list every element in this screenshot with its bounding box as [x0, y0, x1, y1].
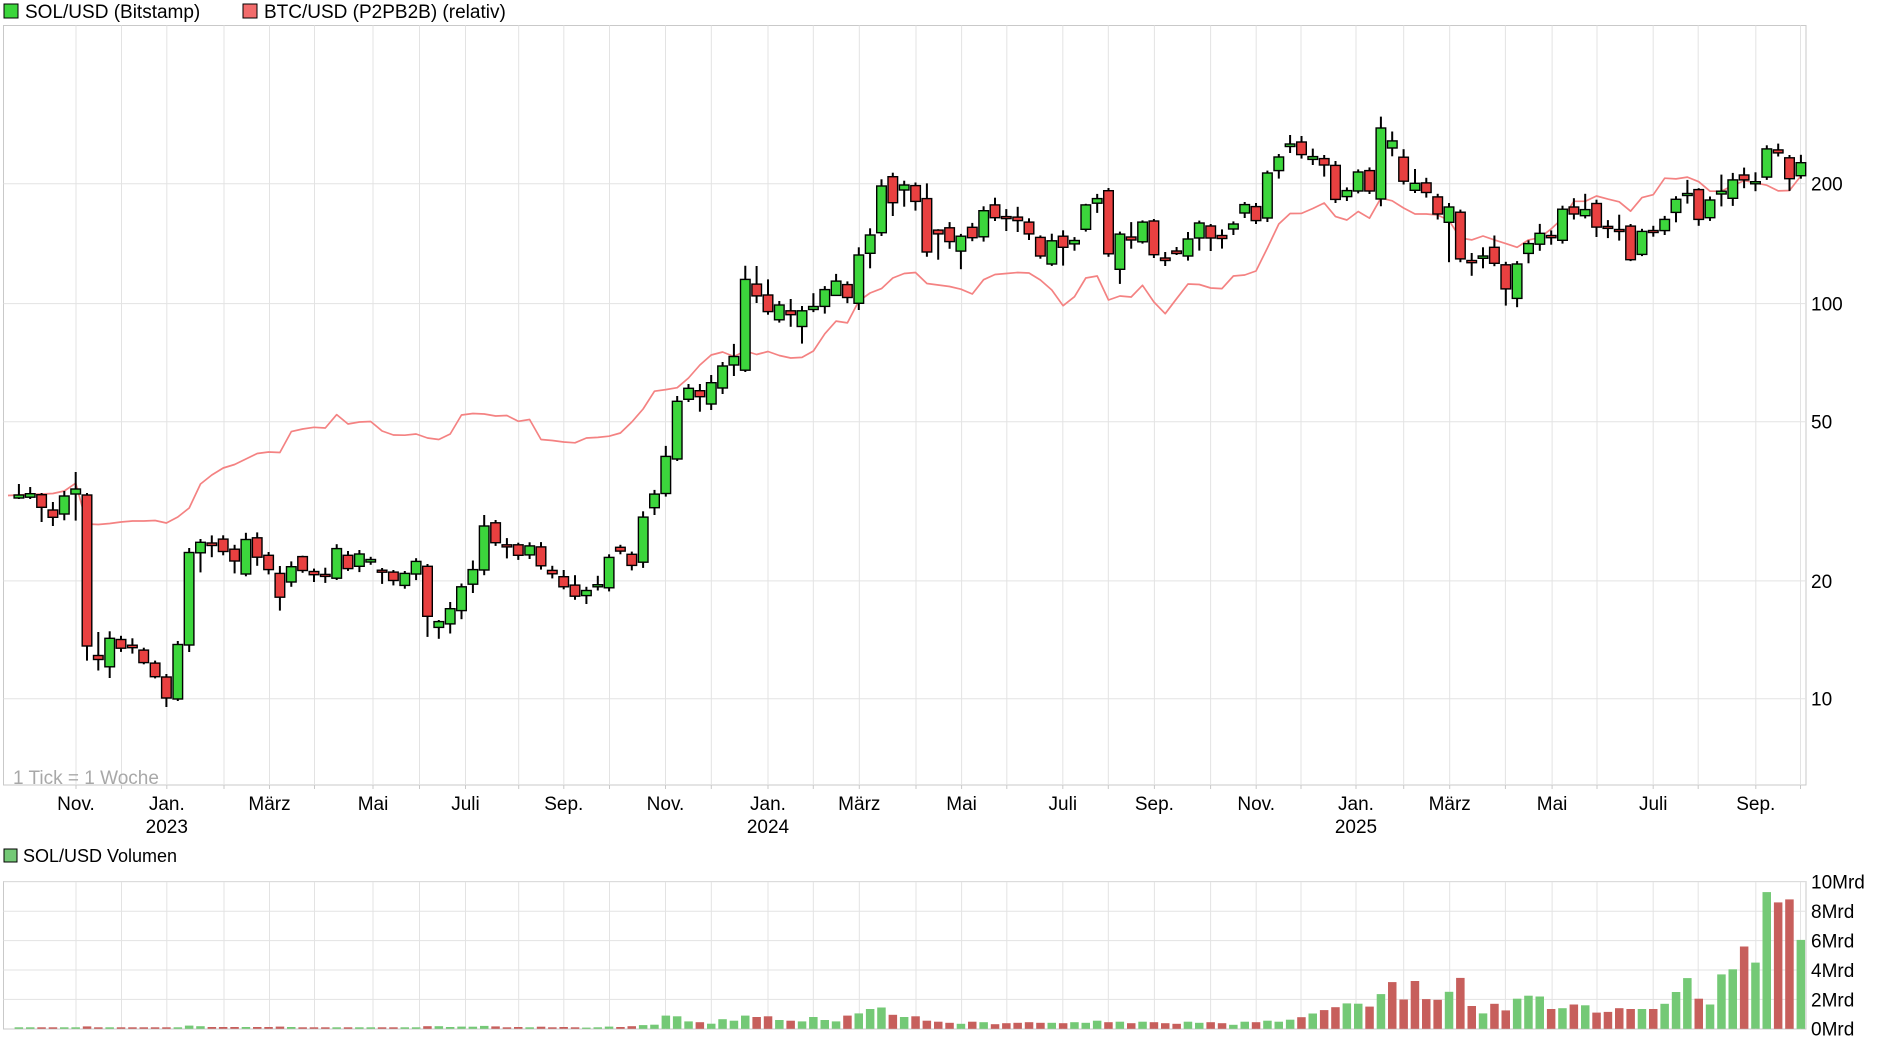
svg-text:Sep.: Sep. [544, 794, 583, 815]
svg-text:100: 100 [1811, 295, 1843, 316]
svg-text:6Mrd: 6Mrd [1811, 932, 1854, 953]
svg-text:Sep.: Sep. [1736, 794, 1775, 815]
svg-text:Jan.: Jan. [149, 794, 185, 815]
svg-text:4Mrd: 4Mrd [1811, 961, 1854, 982]
svg-text:Juli: Juli [1049, 794, 1078, 815]
svg-text:März: März [838, 794, 880, 815]
svg-text:1 Tick = 1 Woche: 1 Tick = 1 Woche [13, 768, 159, 789]
svg-text:März: März [1429, 794, 1471, 815]
svg-text:SOL/USD (Bitstamp): SOL/USD (Bitstamp) [25, 2, 200, 23]
svg-text:2023: 2023 [146, 817, 188, 838]
svg-text:Juli: Juli [1639, 794, 1668, 815]
svg-text:50: 50 [1811, 413, 1832, 434]
svg-text:März: März [248, 794, 290, 815]
svg-text:Mai: Mai [358, 794, 389, 815]
svg-text:200: 200 [1811, 175, 1843, 196]
svg-text:Jan.: Jan. [750, 794, 786, 815]
svg-text:10Mrd: 10Mrd [1811, 873, 1865, 894]
svg-text:0Mrd: 0Mrd [1811, 1020, 1854, 1041]
svg-text:Nov.: Nov. [647, 794, 685, 815]
svg-text:20: 20 [1811, 572, 1832, 593]
svg-text:Nov.: Nov. [1237, 794, 1275, 815]
svg-text:10: 10 [1811, 690, 1832, 711]
svg-text:2024: 2024 [747, 817, 790, 838]
svg-text:Sep.: Sep. [1135, 794, 1174, 815]
svg-text:Nov.: Nov. [57, 794, 95, 815]
svg-text:2Mrd: 2Mrd [1811, 990, 1854, 1011]
svg-text:8Mrd: 8Mrd [1811, 902, 1854, 923]
svg-text:Mai: Mai [1537, 794, 1568, 815]
svg-text:BTC/USD (P2PB2B) (relativ): BTC/USD (P2PB2B) (relativ) [264, 2, 506, 23]
svg-text:Juli: Juli [451, 794, 480, 815]
svg-text:Mai: Mai [946, 794, 977, 815]
svg-text:2025: 2025 [1335, 817, 1377, 838]
svg-text:Jan.: Jan. [1338, 794, 1374, 815]
svg-text:SOL/USD Volumen: SOL/USD Volumen [23, 846, 177, 866]
